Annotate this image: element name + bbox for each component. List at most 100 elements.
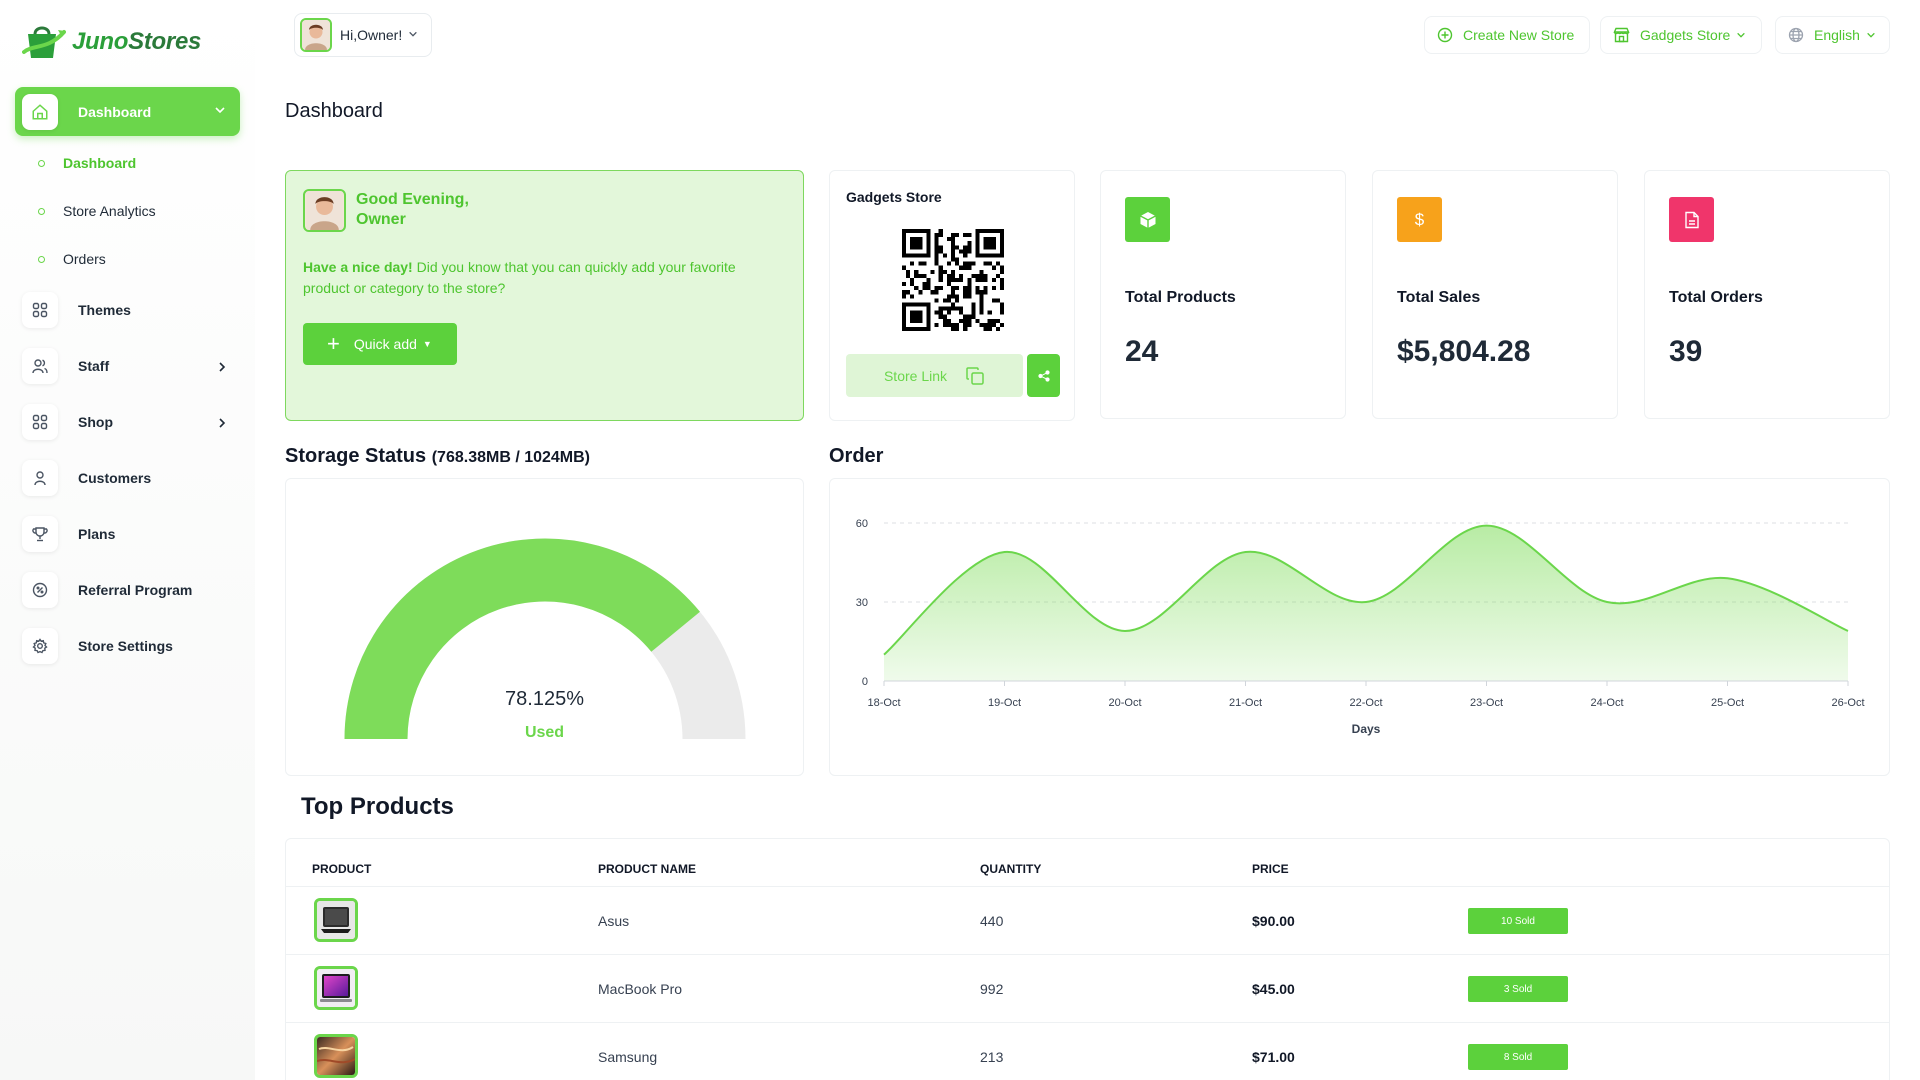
button-label: Store Link: [883, 367, 948, 384]
product-image-phone: [314, 1034, 358, 1078]
dollar-icon: $: [1397, 197, 1442, 242]
sidebar-item-shop[interactable]: Shop: [15, 402, 240, 442]
stat-card-total-orders: Total Orders 39: [1644, 170, 1890, 419]
table-row[interactable]: Asus 440 $90.00 10 Sold: [286, 886, 1889, 954]
store-icon: [1613, 27, 1630, 43]
y-tick-label: 0: [862, 676, 868, 688]
welcome-message: Have a nice day! Did you know that you c…: [303, 259, 736, 296]
globe-icon: [1788, 27, 1804, 43]
greeting-heading: Good Evening, Owner: [356, 191, 469, 228]
storage-gauge: [344, 538, 746, 740]
gauge-percent: 78.125%: [505, 688, 584, 710]
x-tick-label: 20-Oct: [1108, 697, 1141, 709]
welcome-card: Good Evening, Owner Have a nice day! Did…: [285, 170, 804, 421]
product-name: Samsung: [598, 1049, 658, 1065]
plus-icon: +: [327, 331, 340, 356]
subitem-label: Orders: [63, 251, 106, 267]
chevron-right-icon: [216, 416, 228, 434]
product-price: $71.00: [1252, 1049, 1295, 1065]
x-tick-label: 25-Oct: [1711, 697, 1744, 709]
top-products-table: PRODUCT PRODUCT NAME QUANTITY PRICE Asus…: [285, 838, 1890, 1080]
column-header: QUANTITY: [980, 862, 1042, 876]
greeting-text: Hi,Owner!: [340, 27, 403, 43]
chevron-down-icon: [1866, 30, 1876, 40]
sidebar-item-label: Themes: [78, 302, 131, 318]
sidebar: JunoStores Dashboard Dashboard Store Ana…: [0, 0, 255, 1080]
gauge-label: Used: [524, 724, 565, 741]
y-tick-label: 30: [856, 597, 868, 609]
product-price: $45.00: [1252, 981, 1295, 997]
order-section-title: Order: [829, 445, 884, 467]
sold-badge: 10 Sold: [1468, 908, 1568, 934]
sidebar-item-customers[interactable]: Customers: [15, 458, 240, 498]
sidebar-item-plans[interactable]: Plans: [15, 514, 240, 554]
store-select-dropdown[interactable]: Gadgets Store: [1600, 16, 1762, 54]
stat-value: 39: [1669, 335, 1703, 368]
sidebar-item-store-settings[interactable]: Store Settings: [15, 626, 240, 666]
product-name: MacBook Pro: [598, 981, 683, 997]
document-icon: [1669, 197, 1714, 242]
storage-usage-text: (768.38MB / 1024MB): [431, 449, 591, 466]
user-menu-button[interactable]: Hi,Owner!: [294, 13, 432, 57]
sidebar-item-referral-program[interactable]: Referral Program: [15, 570, 240, 610]
home-icon: [22, 93, 58, 130]
box-icon: [1125, 197, 1170, 242]
table-row[interactable]: Samsung 213 $71.00 8 Sold: [286, 1022, 1889, 1080]
stat-label: Total Orders: [1669, 289, 1763, 306]
dropdown-label: English: [1814, 27, 1860, 43]
copy-icon: [965, 366, 985, 386]
sidebar-subitem-store-analytics[interactable]: Store Analytics: [38, 201, 156, 221]
share-button[interactable]: [1027, 354, 1060, 397]
chevron-down-icon: [214, 103, 226, 121]
subitem-label: Store Analytics: [63, 203, 156, 219]
store-link-button[interactable]: Store Link: [846, 354, 1023, 397]
shopping-bag-logo-icon: [22, 22, 66, 62]
table-row[interactable]: MacBook Pro 992 $45.00 3 Sold: [286, 954, 1889, 1022]
top-products-title: Top Products: [301, 793, 454, 820]
quick-add-button[interactable]: + Quick add ▼: [303, 323, 457, 365]
sidebar-item-dashboard[interactable]: Dashboard: [15, 87, 240, 136]
bullet-icon: [38, 159, 45, 167]
column-header: PRICE: [1252, 862, 1289, 876]
order-chart-card: 0 30 60 18-Oct 19-Oct 20-Oct 21-Oct 22-Oct 23-Oc…: [829, 478, 1890, 776]
x-tick-label: 19-Oct: [988, 697, 1021, 709]
chevron-down-icon: [408, 26, 418, 44]
stat-value: 24: [1125, 335, 1159, 368]
product-image-laptop: [314, 898, 358, 942]
storage-section-title: Storage Status (768.38MB / 1024MB): [285, 445, 591, 467]
button-label: Quick add: [353, 336, 417, 352]
sidebar-item-staff[interactable]: Staff: [15, 346, 240, 386]
brand-name: JunoStores: [72, 28, 202, 55]
trophy-icon: [22, 516, 58, 552]
stat-label: Total Sales: [1397, 289, 1481, 306]
sidebar-subitem-dashboard[interactable]: Dashboard: [38, 153, 136, 173]
product-name: Asus: [598, 913, 630, 929]
grid-icon: [22, 292, 58, 328]
avatar: [300, 18, 332, 52]
x-tick-label: 21-Oct: [1229, 697, 1262, 709]
share-icon: [1037, 369, 1050, 382]
stat-label: Total Products: [1125, 289, 1236, 306]
brand-logo[interactable]: JunoStores: [22, 22, 201, 62]
product-image-laptop: [314, 966, 358, 1010]
series-line: [883, 524, 1849, 656]
x-tick-label: 24-Oct: [1590, 697, 1623, 709]
qr-code-icon: [902, 229, 1004, 331]
user-icon: [22, 460, 58, 496]
product-quantity: 992: [980, 981, 1004, 997]
create-new-store-button[interactable]: Create New Store: [1424, 16, 1590, 54]
gauge-fill: [344, 538, 700, 740]
sidebar-item-themes[interactable]: Themes: [15, 290, 240, 330]
y-tick-label: 60: [856, 518, 868, 530]
sidebar-subitem-orders[interactable]: Orders: [38, 249, 106, 269]
column-header: PRODUCT: [312, 862, 372, 876]
chevron-right-icon: [216, 360, 228, 378]
dropdown-label: Gadgets Store: [1640, 27, 1731, 43]
stat-card-total-sales: $ Total Sales $5,804.28: [1372, 170, 1618, 419]
x-axis-label: Days: [1352, 722, 1381, 736]
product-price: $90.00: [1252, 913, 1295, 929]
sidebar-item-label: Shop: [78, 414, 113, 430]
x-tick-label: 22-Oct: [1349, 697, 1382, 709]
language-select-dropdown[interactable]: English: [1775, 16, 1890, 54]
gear-icon: [22, 628, 58, 664]
